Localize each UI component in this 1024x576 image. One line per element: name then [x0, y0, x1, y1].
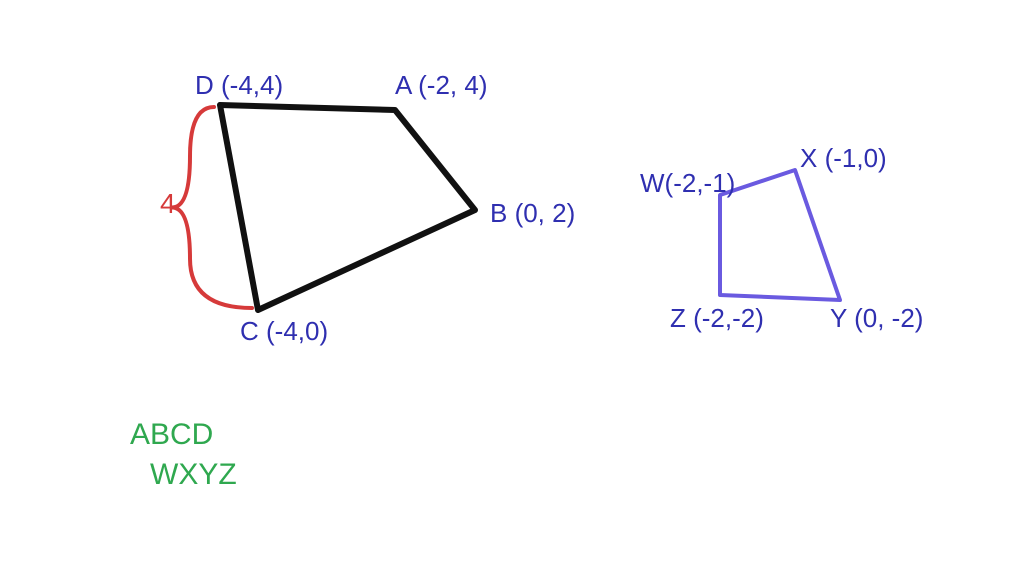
label-w: W(-2,-1)	[640, 170, 735, 196]
label-z: Z (-2,-2)	[670, 305, 764, 331]
names-abcd: ABCD	[130, 420, 213, 450]
label-y: Y (0, -2)	[830, 305, 923, 331]
label-d: D (-4,4)	[195, 72, 283, 98]
quad-abcd	[220, 105, 475, 310]
label-a: A (-2, 4)	[395, 72, 487, 98]
names-wxyz: WXYZ	[150, 460, 237, 490]
label-x: X (-1,0)	[800, 145, 887, 171]
diagram-canvas: D (-4,4) A (-2, 4) B (0, 2) C (-4,0) 4 X…	[0, 0, 1024, 576]
label-b: B (0, 2)	[490, 200, 575, 226]
brace-value: 4	[160, 190, 176, 218]
label-c: C (-4,0)	[240, 318, 328, 344]
quad-wxyz	[720, 170, 840, 300]
